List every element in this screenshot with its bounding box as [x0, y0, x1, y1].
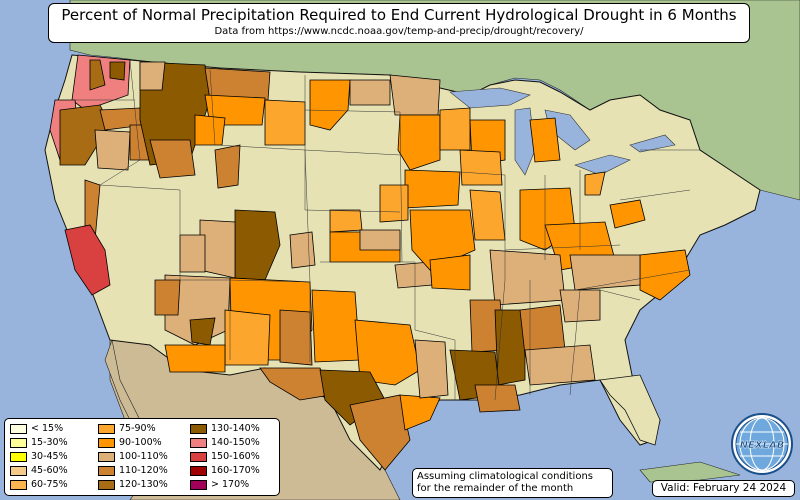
legend-label: 160-170%	[211, 465, 260, 476]
legend-swatch	[10, 480, 27, 490]
legend-label: 150-160%	[211, 451, 260, 462]
title-box: Percent of Normal Precipitation Required…	[48, 3, 750, 43]
legend-swatch	[98, 424, 115, 434]
valid-date: Valid: February 24 2024	[652, 480, 795, 497]
legend-swatch	[98, 480, 115, 490]
legend-label: > 170%	[211, 479, 250, 490]
legend-swatch	[190, 480, 207, 490]
legend-swatch	[98, 466, 115, 476]
cuba-land	[639, 461, 741, 483]
legend-label: 45-60%	[31, 465, 68, 476]
legend-swatch	[10, 452, 27, 462]
legend-swatch	[190, 452, 207, 462]
legend-swatch	[10, 424, 27, 434]
legend-label: < 15%	[31, 423, 64, 434]
globe-icon: NEXLAB	[731, 413, 793, 475]
legend-swatch	[98, 438, 115, 448]
legend-label: 75-90%	[119, 423, 156, 434]
legend: < 15% 15-30% 30-45% 45-60% 60-75% 75-90%…	[4, 418, 280, 496]
legend-swatch	[98, 452, 115, 462]
legend-swatch	[190, 424, 207, 434]
great-lakes	[449, 87, 676, 176]
map-title: Percent of Normal Precipitation Required…	[61, 6, 737, 24]
legend-label: 15-30%	[31, 437, 68, 448]
legend-swatch	[190, 466, 207, 476]
logo-text: NEXLAB	[740, 440, 785, 451]
legend-label: 120-130%	[119, 479, 168, 490]
legend-label: 130-140%	[211, 423, 260, 434]
legend-label: 110-120%	[119, 465, 168, 476]
legend-label: 100-110%	[119, 451, 168, 462]
assumption-note: Assuming climatological conditions for t…	[412, 468, 613, 498]
map-subtitle: Data from https://www.ncdc.noaa.gov/temp…	[214, 26, 584, 37]
legend-label: 30-45%	[31, 451, 68, 462]
legend-swatch	[10, 438, 27, 448]
legend-label: 60-75%	[31, 479, 68, 490]
legend-swatch	[190, 438, 207, 448]
legend-swatch	[10, 466, 27, 476]
legend-label: 90-100%	[119, 437, 162, 448]
florida-land	[599, 374, 661, 446]
state-lines	[70, 59, 700, 401]
legend-label: 140-150%	[211, 437, 260, 448]
